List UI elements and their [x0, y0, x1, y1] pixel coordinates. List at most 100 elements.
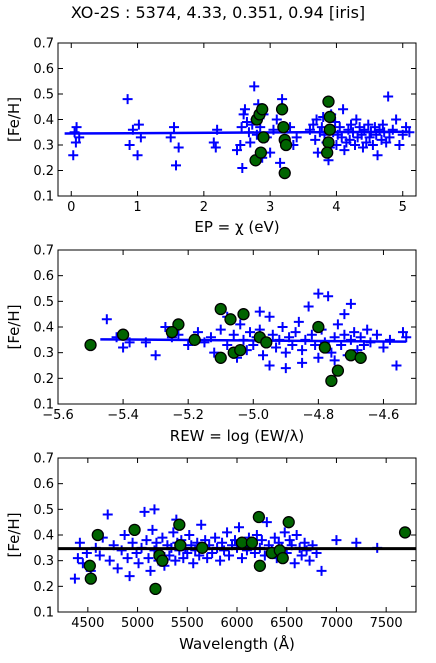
rew-y-tick-label: 0.5 [33, 295, 54, 310]
rew-fe1-point [378, 342, 389, 353]
rew-fe1-point [384, 334, 395, 345]
ep-fe2-point [278, 166, 291, 180]
ep-y-axis-label: [Fe/H] [5, 97, 23, 142]
wavelength-fe1-point [149, 504, 160, 515]
wavelength-x-tick-label: 4500 [71, 616, 104, 631]
wavelength-marks [58, 504, 416, 596]
wavelength-x-tick-label: 5000 [121, 616, 154, 631]
ep-fe1-point [208, 137, 219, 148]
ep-x-tick-label: 1 [133, 200, 141, 215]
wavelength-x-tick-label: 7500 [370, 616, 403, 631]
ep-fe1-point [239, 104, 250, 115]
ep-x-axis-label: EP = χ (eV) [194, 218, 279, 236]
ep-fe1-point [122, 94, 133, 105]
wavelength-y-tick-label: 0.2 [33, 580, 54, 595]
wavelength-fe1-point [316, 565, 327, 576]
rew-fe1-point [332, 319, 343, 330]
ep-fe2-point [256, 103, 269, 116]
wavelength-fe1-point [215, 555, 226, 566]
rew-fe1-point [150, 350, 161, 361]
ep-fe1-point [249, 81, 260, 92]
wavelength-fe2-point [84, 572, 97, 585]
ep-fe1-point [68, 150, 79, 161]
wavelength-fe1-point [284, 535, 295, 546]
ep-y-tick-label: 0.1 [33, 190, 54, 205]
rew-fe1-point [323, 291, 334, 302]
wavelength-fe1-point [256, 535, 267, 546]
rew-x-tick-label: −5.2 [172, 408, 204, 423]
rew-fe1-point [228, 329, 239, 340]
rew-fe1-point [313, 288, 324, 299]
ep-fe2-point [277, 121, 290, 134]
rew-y-tick-label: 0.7 [33, 244, 54, 259]
ep-y-tick-label: 0.7 [33, 37, 54, 52]
wavelength-fe2-point [128, 523, 141, 537]
ep-y-tick-label: 0.3 [33, 139, 54, 154]
rew-fe1-point [297, 357, 308, 368]
rew-x-axis-label: REW = log (EW/λ) [170, 427, 304, 445]
wavelength-fe1-point [269, 532, 280, 543]
rew-fe1-point [329, 355, 340, 366]
ep-fe1-point [350, 140, 361, 150]
rew-fe1-point [245, 327, 256, 338]
ep-fe1-point [364, 132, 375, 143]
wavelength-fe1-point [116, 545, 127, 556]
rew-x-tick-label: −4.8 [303, 408, 335, 423]
ep-fe1-point [237, 162, 248, 173]
ep-fe1-point [401, 122, 412, 133]
rew-y-axis-label: [Fe/H] [5, 304, 23, 349]
rew-marks [84, 288, 412, 388]
rew-y-tick-label: 0.1 [33, 398, 54, 413]
wavelength-fe2-point [276, 551, 289, 565]
figure-title: XO-2S : 5374, 4.33, 0.351, 0.94 [iris] [71, 3, 365, 22]
ep-fe1-point [277, 94, 288, 105]
rew-ticks: −5.6 −5.4 −5.2 −5.0 −4.8 −4.6 0.1 0.2 0.3 0.4 0.5 0… [33, 244, 416, 423]
rew-y-tick-label: 0.2 [33, 372, 54, 387]
wavelength-fe2-point [91, 528, 104, 542]
wavelength-fe1-point [143, 553, 154, 564]
ep-fe1-point [132, 150, 143, 161]
wavelength-fe1-point [196, 519, 207, 530]
rew-fe1-point [277, 322, 288, 332]
ep-fe1-point [384, 132, 395, 143]
ep-fe1-point [171, 160, 182, 171]
rew-fe2-point [188, 333, 201, 346]
wavelength-fe1-point [145, 565, 156, 576]
wavelength-fe1-point [224, 550, 235, 561]
wavelength-x-tick-label: 7000 [320, 616, 353, 631]
ep-x-tick-label: 3 [266, 200, 274, 215]
ep-fe1-point [236, 122, 247, 133]
wavelength-x-axis-label: Wavelength (Å) [179, 634, 295, 653]
wavelength-fe1-point [139, 506, 150, 517]
rew-fe2-point [331, 364, 345, 377]
ep-fe1-point [363, 119, 374, 130]
ep-fe1-point [169, 122, 180, 133]
wavelength-fe1-point [164, 550, 175, 561]
wavelength-x-tick-label: 6000 [220, 616, 253, 631]
ep-fe2-point [322, 95, 335, 108]
ep-fe2-point [322, 136, 335, 149]
wavelength-fe1-point [217, 537, 228, 548]
ep-fe1-point [383, 91, 394, 102]
ep-fe1-point [70, 137, 81, 148]
ep-y-tick-label: 0.4 [33, 113, 54, 128]
panel-rew: −5.6 −5.4 −5.2 −5.0 −4.8 −4.6 0.1 0.2 0.3 0.4 0.5 0… [5, 244, 417, 445]
wavelength-fe1-point [119, 530, 130, 540]
wavelength-fe2-point [83, 559, 96, 572]
wavelength-fe1-point [124, 571, 135, 582]
ep-fe1-point [238, 109, 249, 120]
wavelength-fe2-point [196, 541, 209, 554]
wavelength-fe2-point [398, 526, 412, 539]
ep-y-tick-label: 0.2 [33, 164, 54, 179]
ep-fe1-point [133, 119, 144, 130]
wavelength-fe1-point [279, 527, 290, 538]
wavelength-fe1-point [188, 558, 199, 569]
wavelength-x-tick-label: 5500 [171, 616, 204, 631]
ep-fe2-point [275, 103, 289, 116]
wavelength-fe1-point [251, 530, 262, 540]
ep-fe1-point [311, 114, 322, 125]
ep-fe1-point [71, 122, 82, 133]
rew-fe1-point [391, 360, 402, 371]
wavelength-fe1-point [202, 553, 213, 564]
ep-fe1-point [377, 119, 388, 130]
